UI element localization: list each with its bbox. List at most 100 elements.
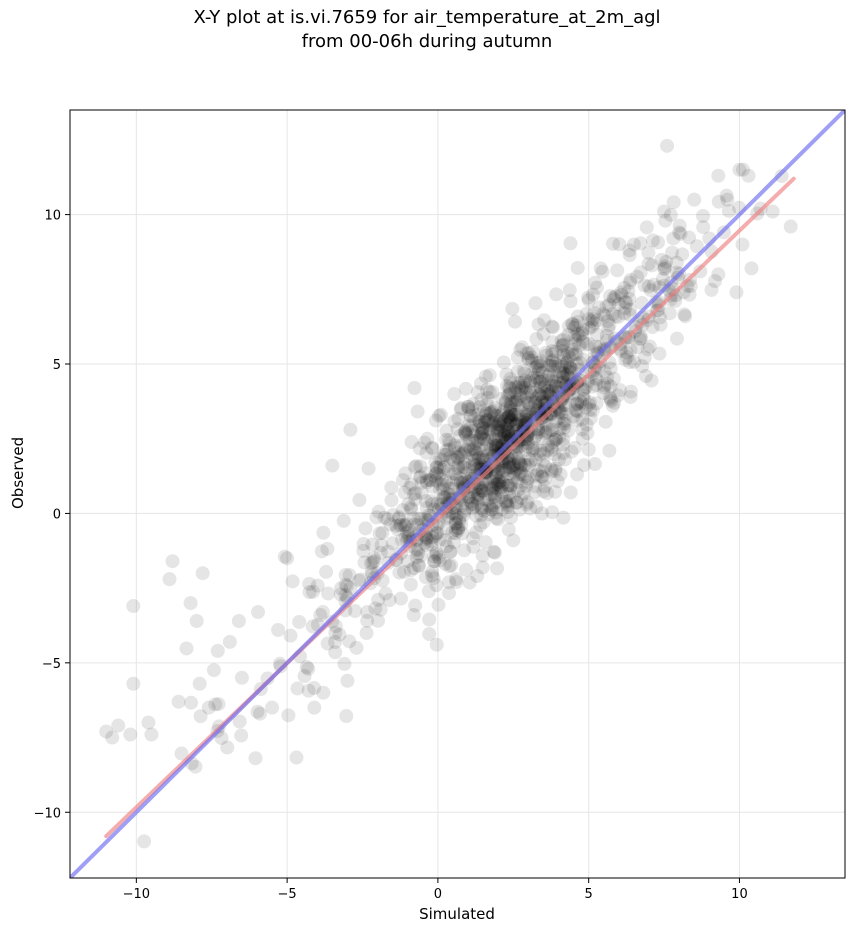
scatter-point <box>640 342 655 357</box>
scatter-point <box>528 396 543 411</box>
scatter-point <box>393 518 408 533</box>
scatter-point <box>396 473 411 488</box>
scatter-point <box>524 350 539 365</box>
scatter-point <box>548 432 563 447</box>
scatter-point <box>500 498 515 513</box>
scatter-point <box>431 408 446 423</box>
scatter-point <box>448 516 463 531</box>
scatter-point <box>538 345 553 360</box>
scatter-point <box>577 392 592 407</box>
scatter-point <box>475 560 490 575</box>
scatter-point <box>372 526 387 541</box>
scatter-point <box>485 404 500 419</box>
scatter-point <box>553 467 568 482</box>
chart-title: X-Y plot at is.vi.7659 for air_temperatu… <box>193 7 661 28</box>
scatter-point <box>514 467 529 482</box>
scatter-point <box>483 451 498 466</box>
scatter-point <box>554 406 569 421</box>
scatter-point <box>448 498 463 513</box>
scatter-point <box>384 480 399 495</box>
scatter-point <box>665 245 680 260</box>
scatter-point <box>492 482 507 497</box>
scatter-point <box>548 344 563 359</box>
scatter-point <box>481 414 496 429</box>
scatter-point <box>459 501 474 516</box>
scatter-point <box>251 605 266 620</box>
scatter-point <box>614 285 629 300</box>
scatter-point <box>368 601 383 616</box>
scatter-point <box>192 676 207 691</box>
scatter-point <box>729 285 744 300</box>
scatter-point <box>444 526 459 541</box>
scatter-point <box>508 448 523 463</box>
scatter-point <box>613 383 628 398</box>
scatter-point <box>672 225 687 240</box>
scatter-point <box>641 279 656 294</box>
scatter-point <box>632 331 647 346</box>
scatter-point <box>744 261 759 276</box>
scatter-point <box>502 494 517 509</box>
scatter-point <box>554 357 569 372</box>
scatter-point <box>289 750 304 765</box>
scatter-point <box>453 448 468 463</box>
scatter-point <box>536 327 551 342</box>
scatter-point <box>491 422 506 437</box>
scatter-point <box>643 283 658 298</box>
identity-line <box>70 110 845 878</box>
scatter-point <box>520 440 535 455</box>
scatter-point <box>375 525 390 540</box>
scatter-point <box>386 507 401 522</box>
scatter-point <box>406 608 421 623</box>
scatter-point <box>425 441 440 456</box>
scatter-point <box>404 435 419 450</box>
scatter-point <box>501 453 516 468</box>
scatter-point <box>604 393 619 408</box>
scatter-point <box>589 280 604 295</box>
scatter-point <box>653 317 668 332</box>
scatter-point <box>612 237 627 252</box>
scatter-point <box>546 434 561 449</box>
scatter-point <box>495 391 510 406</box>
scatter-point <box>273 659 288 674</box>
scatter-point <box>588 275 603 290</box>
scatter-point <box>557 366 572 381</box>
scatter-point <box>568 402 583 417</box>
scatter-point <box>557 420 572 435</box>
scatter-point <box>603 289 618 304</box>
scatter-point <box>581 397 596 412</box>
scatter-point <box>568 333 583 348</box>
scatter-point <box>527 485 542 500</box>
scatter-point <box>465 496 480 511</box>
scatter-point <box>587 316 602 331</box>
scatter-point <box>522 457 537 472</box>
scatter-point <box>627 354 642 369</box>
scatter-point <box>569 347 584 362</box>
scatter-point <box>570 413 585 428</box>
scatter-point <box>402 523 417 538</box>
scatter-point <box>424 440 439 455</box>
scatter-point <box>477 403 492 418</box>
scatter-point <box>535 470 550 485</box>
scatter-point <box>548 414 563 429</box>
scatter-point <box>501 466 516 481</box>
scatter-point <box>403 563 418 578</box>
scatter-point <box>490 458 505 473</box>
scatter-point <box>411 542 426 557</box>
scatter-point <box>513 342 528 357</box>
scatter-point <box>281 708 296 723</box>
scatter-point <box>469 508 484 523</box>
scatter-point <box>581 442 596 457</box>
scatter-point <box>448 526 463 541</box>
scatter-point <box>299 659 314 674</box>
scatter-point <box>504 510 519 525</box>
scatter-point <box>447 387 462 402</box>
y-axis-label: Observed <box>9 436 27 509</box>
scatter-point <box>571 328 586 343</box>
scatter-point <box>508 380 523 395</box>
scatter-point <box>451 445 466 460</box>
scatter-point <box>602 318 617 333</box>
scatter-point <box>433 477 448 492</box>
scatter-point <box>660 138 675 153</box>
scatter-point <box>538 424 553 439</box>
